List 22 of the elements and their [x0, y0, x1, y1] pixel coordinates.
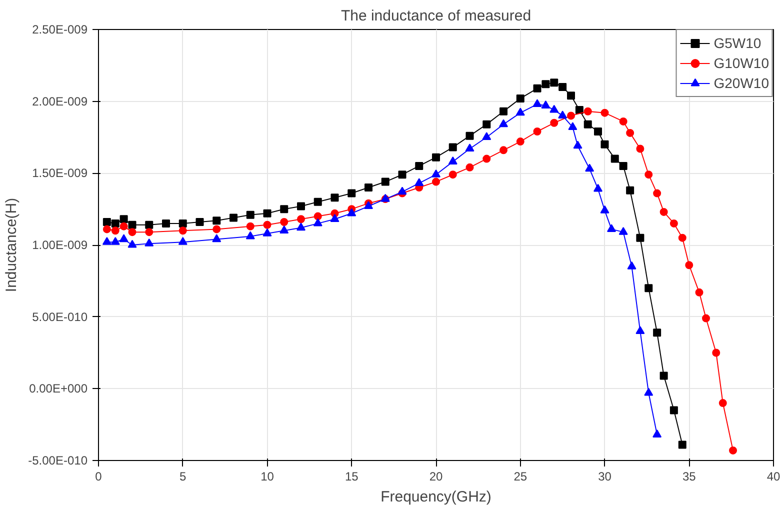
x-tick-label: 5 [180, 470, 187, 484]
y-tick-label: 1.50E-009 [32, 166, 88, 180]
y-tick-label: -5.00E-010 [28, 454, 88, 468]
x-tick-label: 15 [344, 470, 359, 484]
x-tick-label: 10 [260, 470, 274, 484]
x-tick-label: 25 [514, 470, 528, 484]
y-tick-label: 0.00E+000 [29, 382, 88, 396]
y-tick-label: 2.50E-009 [32, 22, 88, 36]
x-tick-label: 35 [682, 470, 696, 484]
legend-label: G5W10 [714, 35, 762, 51]
y-tick-label: 1.00E-009 [32, 238, 88, 252]
x-tick-label: 30 [598, 470, 612, 484]
legend-label: G20W10 [714, 75, 769, 91]
y-tick-label: 2.00E-009 [32, 94, 88, 108]
y-axis-title: Inductance(H) [3, 198, 20, 292]
x-tick-label: 20 [429, 470, 443, 484]
x-axis-title: Frequency(GHz) [380, 488, 492, 506]
legend-label: G10W10 [714, 55, 769, 71]
x-tick-label: 0 [95, 470, 102, 484]
x-tick-label: 40 [766, 470, 780, 484]
y-tick-label: 5.00E-010 [32, 310, 88, 324]
chart-title: The inductance of measured [340, 8, 532, 24]
